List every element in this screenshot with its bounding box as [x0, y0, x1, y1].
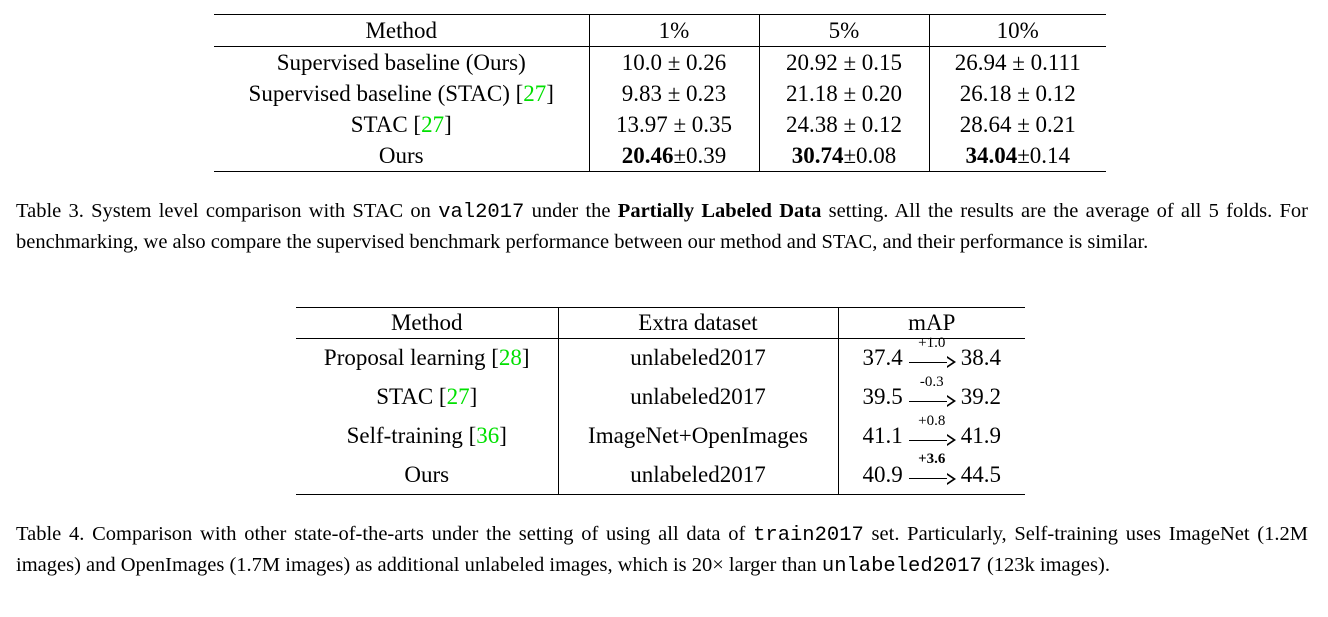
citation-link[interactable]: 36 — [476, 423, 500, 448]
map-cell: 37.4 +1.0 38.4 — [837, 335, 1025, 378]
method-cell: Proposal learning [28] — [323, 345, 530, 371]
dataset-cell: unlabeled2017 — [557, 338, 838, 378]
table-row: Supervised baseline (Ours) 10.0 ± 0.26 2… — [214, 46, 1106, 78]
value-cell: 9.83 ± 0.23 — [588, 78, 759, 109]
method-cell: Ours — [404, 461, 450, 487]
table-header-row: Method Extra dataset mAP — [296, 307, 1025, 339]
map-to: 39.2 — [960, 384, 1001, 409]
table-row: Self-training [36] ImageNet+OpenImages 41.… — [296, 413, 1025, 456]
map-from: 41.1 — [862, 423, 903, 448]
table-row: STAC [27] unlabeled2017 39.5 -0.3 39.2 — [296, 374, 1025, 417]
citation-link[interactable]: 27 — [446, 384, 470, 409]
value-cell: 26.18 ± 0.12 — [928, 78, 1106, 109]
table-3: Method 1% 5% 10% Supervised baseline (Ou… — [214, 14, 1106, 172]
header-cell: Method — [365, 18, 438, 43]
table-row: STAC [27] 13.97 ± 0.35 24.38 ± 0.12 28.6… — [214, 109, 1106, 140]
map-delta: +3.6 — [918, 451, 946, 468]
citation-link[interactable]: 27 — [421, 112, 445, 137]
dataset-cell: ImageNet+OpenImages — [557, 416, 838, 456]
table-3-caption: Table 3. System level comparison with ST… — [16, 200, 1308, 253]
value-cell: 34.04±0.14 — [928, 140, 1106, 172]
map-from: 37.4 — [862, 345, 903, 371]
map-delta: +0.8 — [918, 412, 946, 429]
method-cell: Supervised baseline (STAC) [27] — [248, 81, 554, 106]
citation-link[interactable]: 27 — [523, 81, 547, 106]
dataset-cell: unlabeled2017 — [557, 377, 838, 417]
method-cell: Ours — [378, 143, 424, 168]
map-delta: -0.3 — [919, 373, 944, 390]
header-cell: mAP — [837, 307, 1025, 339]
method-cell: STAC [27] — [376, 384, 478, 409]
table-row: Ours unlabeled2017 40.9 +3.6 44.5 — [296, 452, 1025, 495]
map-cell: 39.5 -0.3 39.2 — [837, 374, 1025, 417]
method-cell: Supervised baseline (Ours) — [276, 50, 526, 75]
value-cell: 30.74±0.08 — [758, 140, 929, 172]
value-cell: 20.46±0.39 — [588, 140, 759, 172]
header-cell: 5% — [758, 14, 929, 47]
value-cell: 10.0 ± 0.26 — [588, 46, 759, 78]
header-cell: 1% — [588, 14, 759, 47]
value-cell: 24.38 ± 0.12 — [758, 109, 929, 140]
method-cell: STAC [27] — [350, 112, 452, 137]
value-cell: 13.97 ± 0.35 — [588, 109, 759, 140]
map-from: 39.5 — [862, 384, 903, 409]
value-cell: 21.18 ± 0.20 — [758, 78, 929, 109]
value-cell: 20.92 ± 0.15 — [758, 46, 929, 78]
header-cell: Extra dataset — [557, 307, 838, 339]
map-to: 44.5 — [960, 461, 1001, 487]
value-cell: 26.94 ± 0.111 — [928, 46, 1106, 78]
map-to: 38.4 — [960, 345, 1001, 371]
map-to: 41.9 — [960, 423, 1001, 448]
table-4: Method Extra dataset mAP Proposal learni… — [296, 307, 1025, 495]
table-row: Proposal learning [28] unlabeled2017 37.4 +… — [296, 335, 1025, 378]
right-arrow-icon: +1.0 — [907, 335, 957, 370]
header-cell: Method — [390, 310, 463, 335]
header-cell: 10% — [928, 14, 1106, 47]
right-arrow-icon: +0.8 — [907, 413, 957, 448]
right-arrow-icon: +3.6 — [907, 452, 957, 486]
map-delta: +1.0 — [918, 334, 946, 351]
value-cell: 28.64 ± 0.21 — [928, 109, 1106, 140]
map-cell: 40.9 +3.6 44.5 — [837, 452, 1025, 495]
method-cell: Self-training [36] — [346, 423, 507, 448]
map-from: 40.9 — [862, 461, 903, 487]
table-row: Supervised baseline (STAC) [27] 9.83 ± 0… — [214, 78, 1106, 109]
table-row: Ours 20.46±0.39 30.74±0.08 34.04±0.14 — [214, 140, 1106, 172]
citation-link[interactable]: 28 — [498, 345, 522, 371]
table-4-caption: Table 4. Comparison with other state-of-… — [16, 523, 1308, 578]
map-cell: 41.1 +0.8 41.9 — [837, 413, 1025, 456]
table-header-row: Method 1% 5% 10% — [214, 14, 1106, 47]
right-arrow-icon: -0.3 — [907, 374, 957, 409]
dataset-cell: unlabeled2017 — [557, 455, 838, 495]
